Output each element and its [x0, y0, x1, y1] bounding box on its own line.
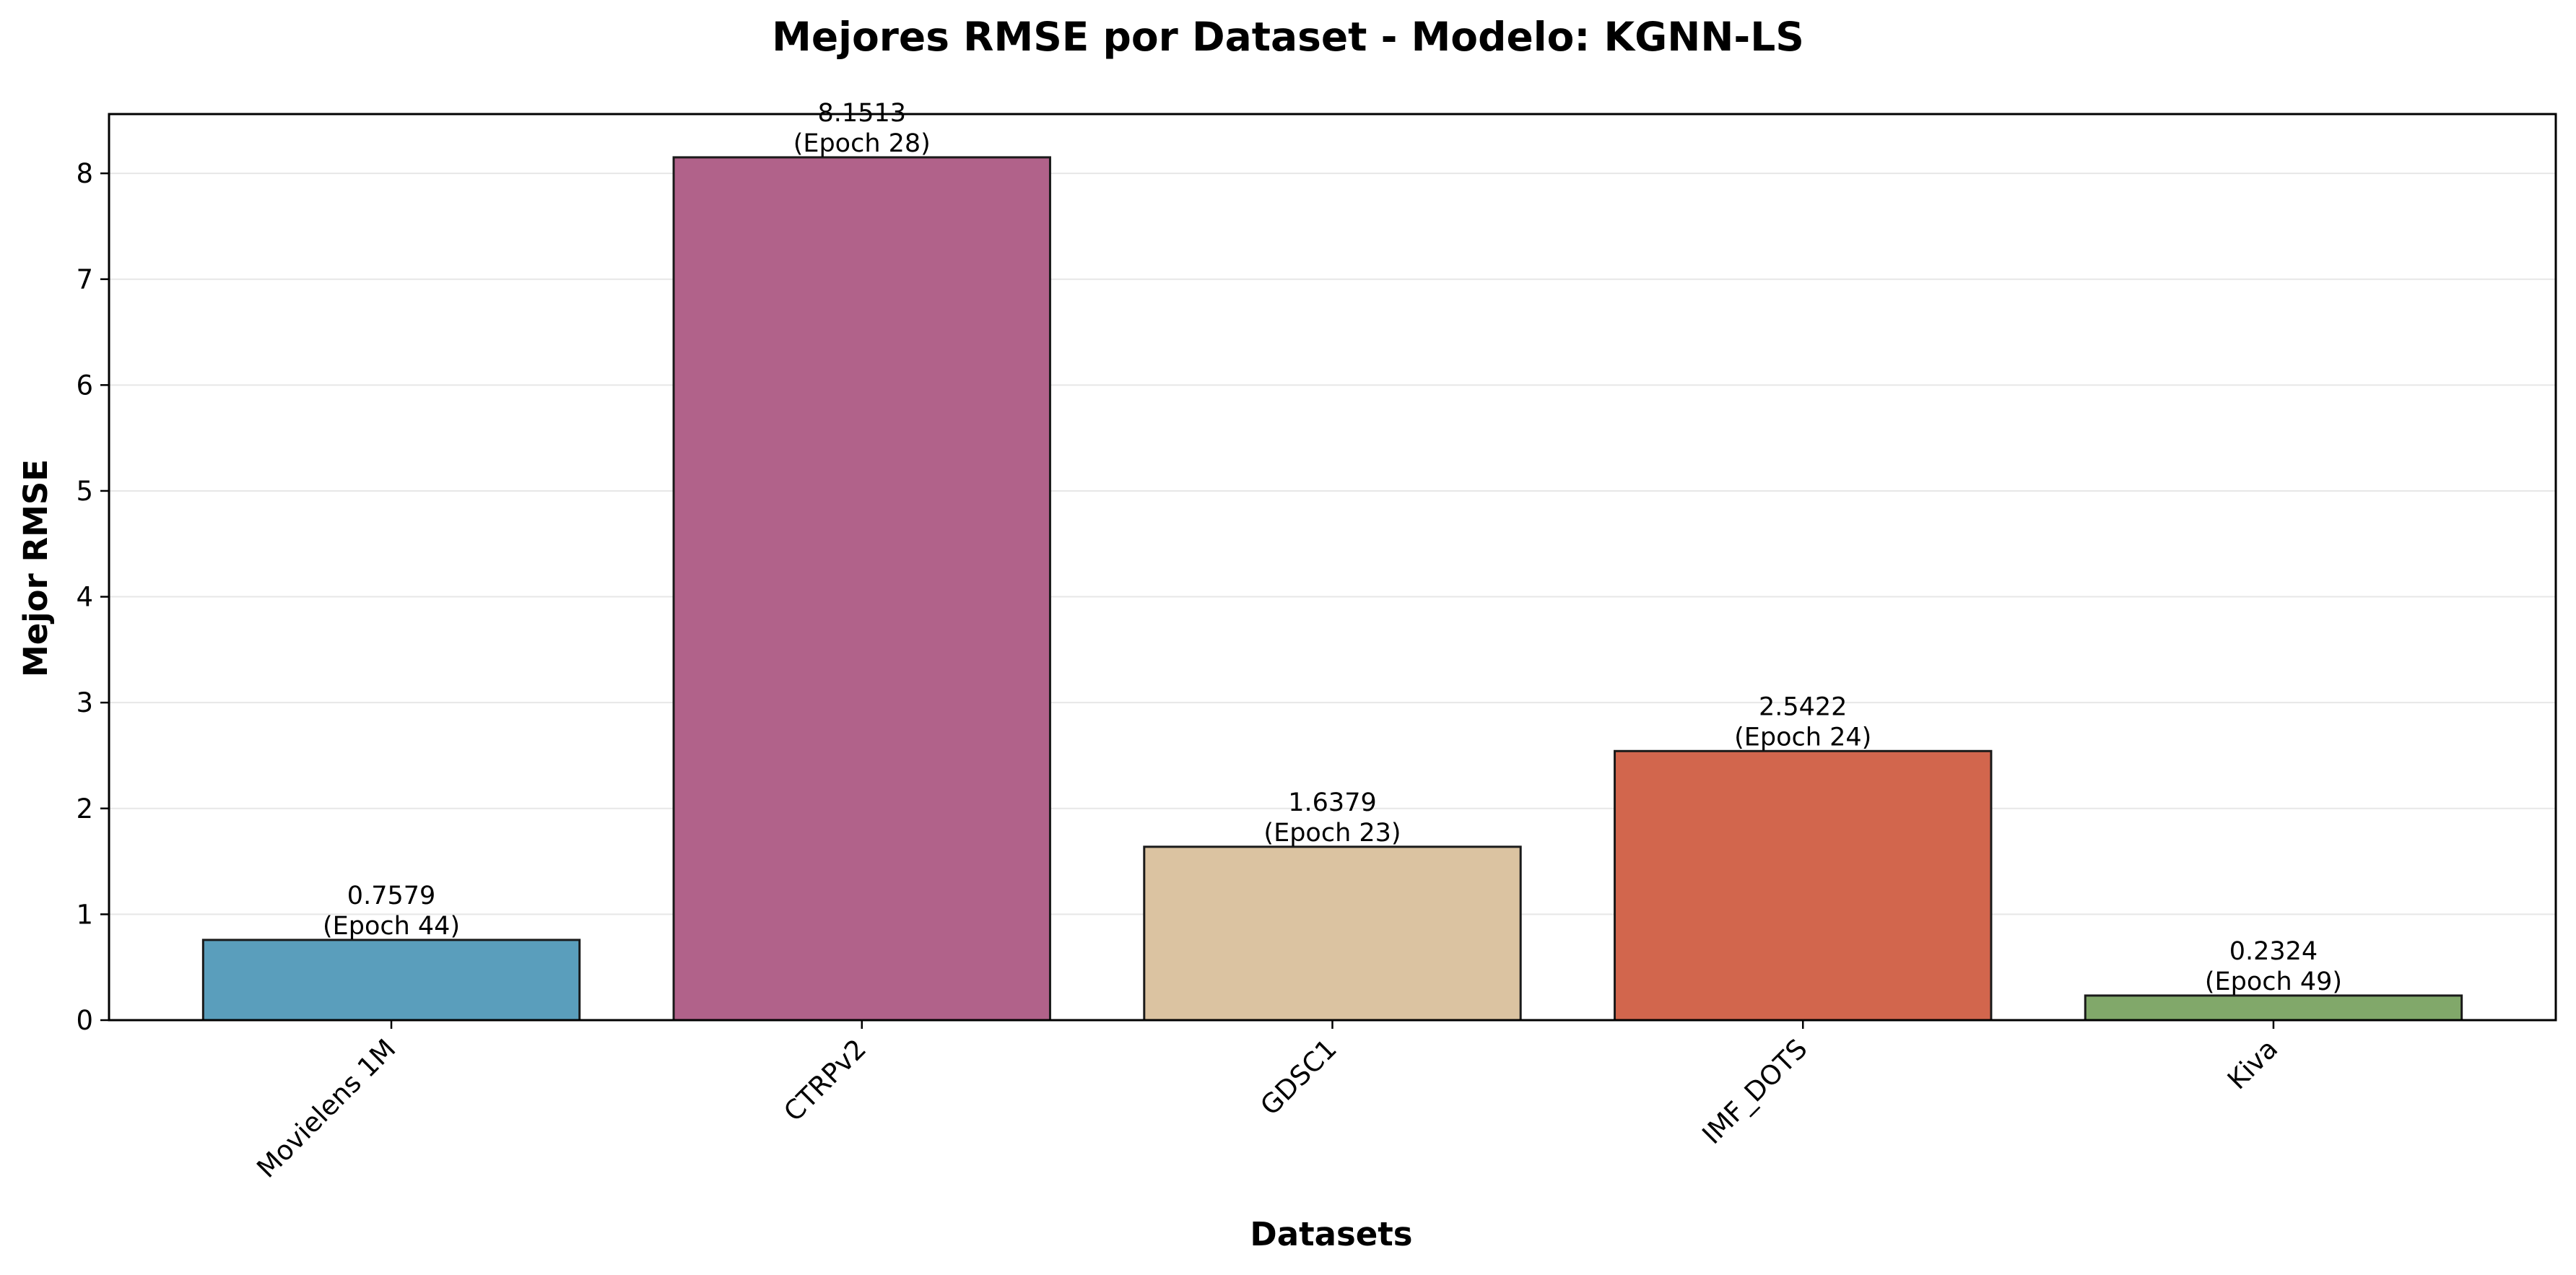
y-tick-label: 5	[76, 476, 93, 507]
bar	[201, 939, 581, 1022]
data-label-value: 1.6379	[1288, 788, 1376, 817]
data-label-epoch: (Epoch 24)	[1734, 723, 1871, 752]
data-label-epoch: (Epoch 49)	[2205, 967, 2342, 996]
y-tick-label: 1	[76, 899, 93, 930]
x-tick-label: Movielens 1M	[251, 1033, 401, 1184]
x-tick-label: CTRPv2	[778, 1033, 872, 1128]
x-tick-label: IMF_DOTS	[1696, 1033, 1813, 1150]
data-label-value: 2.5422	[1759, 692, 1847, 721]
bar	[1614, 749, 1993, 1022]
bar	[1143, 845, 1522, 1022]
bar	[2084, 994, 2463, 1022]
bars	[201, 156, 2463, 1022]
bar	[672, 156, 1051, 1022]
data-labels: 0.7579(Epoch 44)8.1513(Epoch 28)1.6379(E…	[323, 99, 2342, 996]
y-tick-label: 7	[76, 264, 93, 295]
x-axis-ticks: Movielens 1M CTRPv2 GDSC1 IMF_DOTS Kiva	[251, 1020, 2284, 1184]
y-tick-label: 8	[76, 158, 93, 189]
x-tick-label: Kiva	[2222, 1033, 2284, 1095]
data-label-value: 0.2324	[2229, 937, 2318, 966]
data-label-value: 0.7579	[347, 882, 435, 910]
gridlines	[109, 173, 2556, 915]
y-tick-label: 4	[76, 582, 93, 613]
x-tick-label: GDSC1	[1255, 1033, 1343, 1121]
y-tick-label: 3	[76, 687, 93, 718]
y-tick-label: 2	[76, 793, 93, 824]
chart-title: Mejores RMSE por Dataset - Modelo: KGNN-…	[772, 14, 1804, 60]
data-label-epoch: (Epoch 44)	[323, 912, 460, 941]
y-axis-ticks: 0 1 2 3 4 5 6 7 8	[76, 158, 109, 1036]
x-axis-label: Datasets	[1250, 1215, 1412, 1253]
data-label-epoch: (Epoch 28)	[793, 129, 931, 158]
y-tick-label: 0	[76, 1005, 93, 1036]
data-label-epoch: (Epoch 23)	[1263, 819, 1401, 848]
y-axis-label: Mejor RMSE	[17, 459, 55, 677]
y-tick-label: 6	[76, 370, 93, 401]
